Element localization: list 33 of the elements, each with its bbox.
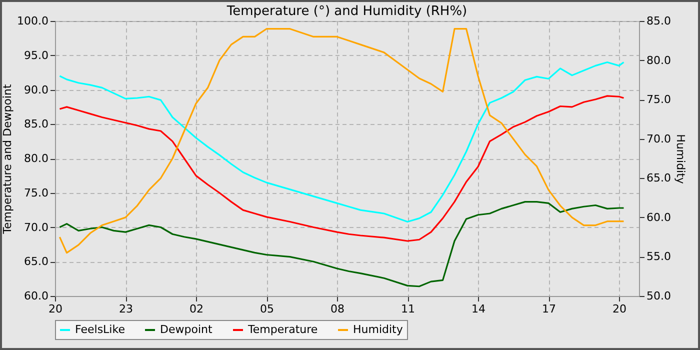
y-tick-label: 70.0 [24, 220, 48, 234]
x-tick-label: 02 [190, 302, 204, 316]
y2-tick-label: 55.0 [646, 250, 671, 264]
x-tick-label: 14 [472, 302, 486, 316]
y-tick-label: 75.0 [24, 186, 48, 200]
x-tick-label: 20 [48, 302, 62, 316]
y2-tick-label: 70.0 [646, 132, 671, 146]
legend-label: Dewpoint [160, 323, 213, 336]
x-tick-label: 20 [612, 302, 627, 316]
y2-tick-label: 85.0 [646, 14, 671, 28]
y-tick-label: 85.0 [24, 118, 48, 131]
legend-label: Humidity [353, 323, 404, 336]
x-tick-label: 23 [119, 302, 134, 316]
y-axis-title: Temperature and Dewpoint [1, 83, 14, 235]
y-tick-label: 80.0 [24, 152, 48, 165]
x-tick-label: 17 [542, 302, 556, 316]
y-tick-label: 90.0 [24, 83, 48, 96]
legend-label: Temperature [247, 323, 318, 336]
x-tick-label: 05 [260, 302, 274, 316]
y-tick-label: 95.0 [24, 48, 48, 62]
y2-tick-label: 60.0 [646, 210, 671, 224]
y2-tick-label: 50.0 [646, 290, 671, 302]
x-tick-label: 11 [401, 302, 416, 316]
y2-axis-title: Humidity [674, 134, 687, 184]
y-tick-label: 65.0 [24, 255, 48, 268]
x-tick-label: 08 [330, 302, 345, 316]
y-tick-label: 100.0 [17, 14, 48, 28]
y-tick-label: 60.0 [24, 290, 48, 302]
y2-tick-label: 65.0 [646, 172, 671, 185]
y2-tick-label: 80.0 [646, 54, 671, 67]
y2-tick-label: 75.0 [646, 93, 671, 106]
chart-title: Temperature (°) and Humidity (RH%) [226, 4, 468, 19]
legend-label: FeelsLike [75, 323, 126, 336]
